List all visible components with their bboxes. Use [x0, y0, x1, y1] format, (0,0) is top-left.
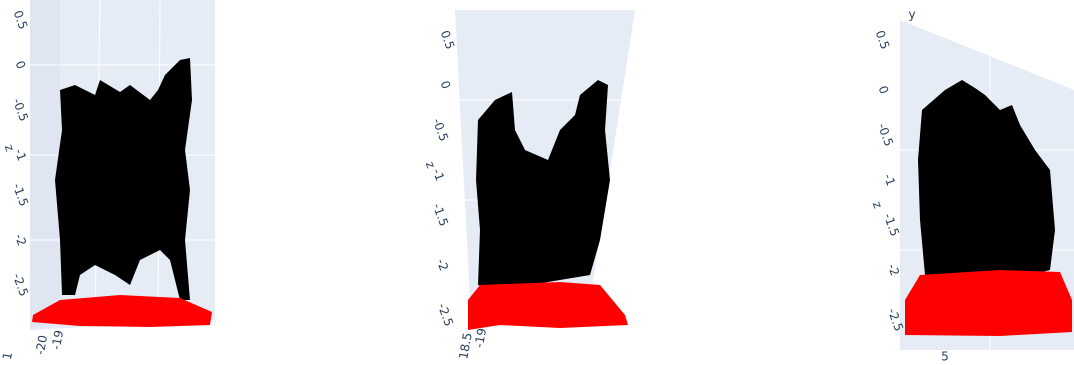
tick-label: -0.5	[430, 116, 451, 143]
ground-points	[468, 282, 628, 330]
panel	[30, 0, 215, 330]
tick-label: -2	[885, 262, 902, 278]
tick-label: -2.5	[435, 301, 456, 328]
tick-label: -19	[49, 329, 66, 351]
tick-label: 5	[941, 350, 949, 364]
tick-label: -2	[12, 232, 29, 248]
tick-label: 0	[438, 79, 454, 91]
tick-label: -1.5	[430, 201, 451, 228]
tick-label: 0.5	[438, 28, 458, 51]
tick-label: 0	[876, 84, 892, 96]
figure: 0.5 0 -0.5 -1 -1.5 -2 -2.5 z -20 -19 1 0…	[0, 0, 1074, 365]
ground-points	[905, 270, 1072, 336]
tick-label: -20	[33, 334, 50, 356]
tick-label: -1	[881, 172, 898, 188]
tick-label: -0.5	[875, 121, 896, 148]
tick-label: 0.5	[873, 28, 893, 51]
tick-label: -0.5	[10, 96, 31, 123]
panel	[455, 10, 635, 330]
tick-label: 0	[13, 59, 29, 71]
tick-label: -1.5	[10, 181, 31, 208]
tick-label: 0.5	[11, 8, 31, 31]
tick-label: -1.5	[881, 211, 902, 238]
tick-label: 1	[0, 351, 15, 361]
plane	[30, 0, 60, 330]
tick-label: -1	[430, 167, 447, 183]
point-cloud	[55, 58, 192, 300]
axis-title: y	[908, 8, 915, 22]
panel	[900, 20, 1074, 350]
tick-label: -19	[472, 327, 489, 349]
tick-label: -2	[434, 257, 451, 273]
axis-title: z	[870, 199, 885, 210]
tick-label: -2.5	[10, 271, 31, 298]
